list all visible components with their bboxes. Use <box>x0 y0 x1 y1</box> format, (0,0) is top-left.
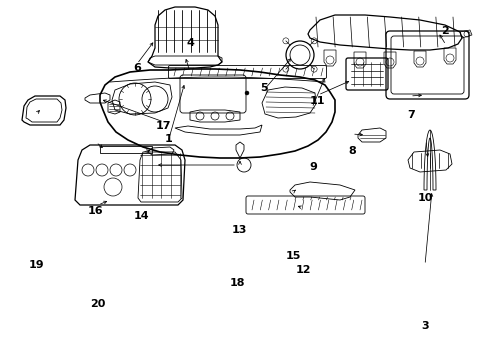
Text: 10: 10 <box>417 193 432 203</box>
Text: 7: 7 <box>406 110 414 120</box>
Text: 11: 11 <box>309 96 325 106</box>
Circle shape <box>244 91 248 95</box>
Text: 1: 1 <box>164 134 172 144</box>
Text: 13: 13 <box>231 225 247 235</box>
Text: 4: 4 <box>186 38 194 48</box>
Text: 20: 20 <box>90 299 105 309</box>
Text: 12: 12 <box>295 265 310 275</box>
Text: 9: 9 <box>308 162 316 172</box>
Text: 19: 19 <box>29 260 44 270</box>
Bar <box>100 146 152 153</box>
Text: 6: 6 <box>133 63 141 73</box>
Text: 8: 8 <box>347 146 355 156</box>
Text: 16: 16 <box>87 206 103 216</box>
Text: 14: 14 <box>134 211 149 221</box>
Text: 18: 18 <box>229 278 244 288</box>
Text: 5: 5 <box>260 83 267 93</box>
Text: 2: 2 <box>440 26 448 36</box>
Text: 15: 15 <box>285 251 301 261</box>
Text: 3: 3 <box>421 321 428 331</box>
Text: 17: 17 <box>156 121 171 131</box>
